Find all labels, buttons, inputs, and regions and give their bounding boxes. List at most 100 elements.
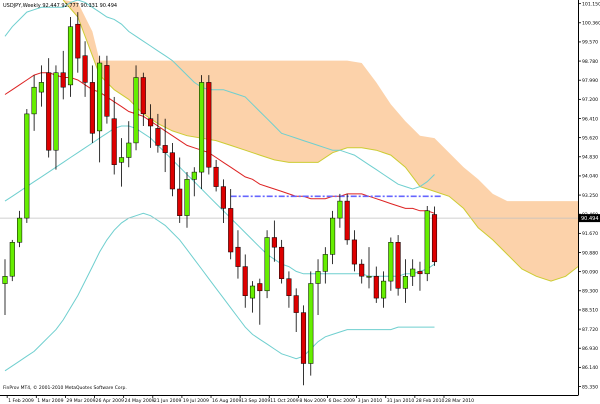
- y-tick-label: 99.570: [582, 40, 598, 46]
- y-axis-ticks: 101.150 100.360 99.570 98.780 97.990 97.200 96…: [578, 1, 600, 390]
- x-tick-label: 1 Mar 2009: [37, 398, 63, 404]
- candle-body: [337, 200, 343, 219]
- candle-body: [89, 82, 95, 134]
- candles: [2, 12, 438, 386]
- y-tick-label: 95.620: [582, 135, 598, 141]
- y-tick-label: 97.990: [582, 78, 598, 84]
- candle-body: [2, 276, 8, 284]
- candle-body: [417, 271, 423, 275]
- candle-body: [133, 77, 139, 144]
- y-tick-label: 91.670: [582, 231, 598, 237]
- candle-body: [162, 145, 168, 153]
- candle-body: [395, 242, 401, 289]
- candle-body: [126, 142, 132, 158]
- x-tick-label: 3 Jan 2010: [358, 398, 383, 404]
- moving-average: [4, 72, 435, 214]
- x-tick-label: 1 Feb 2009: [8, 398, 34, 404]
- y-tick-label: 101.150: [582, 1, 600, 7]
- candle-body: [140, 77, 146, 115]
- y-tick-label: 98.780: [582, 59, 598, 65]
- y-tick-label: 88.510: [582, 308, 598, 314]
- candle-body: [366, 276, 372, 278]
- x-tick-label: 19 Jul 2009: [183, 398, 209, 404]
- y-tick-label: 96.410: [582, 116, 598, 122]
- candle-body: [82, 55, 88, 83]
- candle-body: [75, 23, 81, 59]
- bollinger-upper-line: [4, 0, 435, 190]
- candle-body: [118, 157, 125, 163]
- candle-body: [31, 86, 37, 115]
- candle-body: [344, 200, 350, 241]
- x-tick-label: 8 Nov 2009: [299, 398, 326, 404]
- x-tick-label: 6 Dec 2009: [329, 398, 356, 404]
- candle-body: [148, 118, 154, 127]
- candle-body: [97, 62, 103, 132]
- x-tick-label: 24 May 2009: [125, 398, 155, 404]
- x-tick-label: 26 Apr 2009: [96, 398, 124, 404]
- candle-body: [388, 242, 394, 282]
- candle-body: [191, 171, 197, 180]
- x-tick-label: 16 Aug 2009: [212, 398, 242, 404]
- candle-body: [293, 295, 299, 313]
- candle-body: [199, 82, 205, 173]
- candle-body: [38, 82, 44, 93]
- candle-body: [235, 246, 241, 267]
- y-tick-label: 90.090: [582, 270, 598, 276]
- x-axis-ticks: 1 Feb 2009 1 Mar 2009 29 Mar 2009 26 Apr 20…: [6, 395, 474, 404]
- chart-copyright: FinProv MT4, © 2001-2010 MetaQuotes Soft…: [3, 384, 127, 391]
- moving-average-line: [4, 72, 435, 214]
- x-tick-label: 28 Mar 2010: [445, 398, 474, 404]
- candle-body: [67, 26, 74, 86]
- candle-body: [242, 266, 248, 296]
- candle-body: [228, 208, 234, 253]
- candle-body: [111, 118, 117, 165]
- candle-body: [315, 271, 321, 284]
- candle-body: [271, 237, 277, 248]
- y-tick-label: 94.040: [582, 174, 598, 180]
- candle-body: [24, 113, 30, 219]
- candle-body: [381, 280, 387, 299]
- candle-body: [155, 128, 161, 146]
- chart-header: USDJPY,Weekly 92.447 92.777 90.331 90.49…: [3, 3, 117, 9]
- candle-body: [308, 283, 314, 364]
- current-price-tag: [579, 214, 600, 223]
- candle-body: [17, 217, 23, 243]
- x-tick-label: 28 Feb 2010: [416, 398, 445, 404]
- candle-body: [177, 188, 183, 216]
- candle-body: [213, 166, 219, 187]
- candle-body: [431, 214, 438, 263]
- candle-body: [104, 65, 110, 117]
- candle-body: [279, 246, 285, 279]
- candle-body: [373, 276, 379, 299]
- candle-body: [351, 239, 357, 265]
- x-tick-label: 13 Sep 2009: [241, 398, 270, 404]
- candle-body: [9, 242, 15, 277]
- y-tick-label: 97.200: [582, 97, 598, 103]
- candle-body: [424, 210, 430, 275]
- candle-body: [322, 254, 328, 272]
- y-tick-label: 90.880: [582, 250, 598, 256]
- candle-body: [46, 72, 52, 151]
- cloud-area: [63, 0, 578, 282]
- x-tick-label: 29 Mar 2009: [66, 398, 95, 404]
- y-tick-label: 86.930: [582, 346, 598, 352]
- candle-body: [53, 72, 59, 151]
- candle-body: [330, 217, 336, 255]
- candle-body: [169, 152, 175, 190]
- y-tick-label: 93.250: [582, 193, 598, 199]
- candle-body: [249, 285, 256, 299]
- y-tick-label: 85.350: [582, 384, 598, 390]
- candle-body: [359, 263, 365, 277]
- candle-body: [286, 278, 292, 296]
- y-tick-label: 87.720: [582, 327, 598, 333]
- candle-body: [206, 82, 212, 168]
- candle-body: [410, 268, 416, 277]
- y-tick-label: 100.360: [582, 21, 600, 27]
- x-tick-label: 21 Jun 2009: [154, 398, 182, 404]
- bollinger-lower-line: [4, 212, 435, 372]
- candle-body: [300, 312, 307, 364]
- candle-body: [220, 186, 226, 209]
- x-tick-label: 31 Jan 2010: [387, 398, 415, 404]
